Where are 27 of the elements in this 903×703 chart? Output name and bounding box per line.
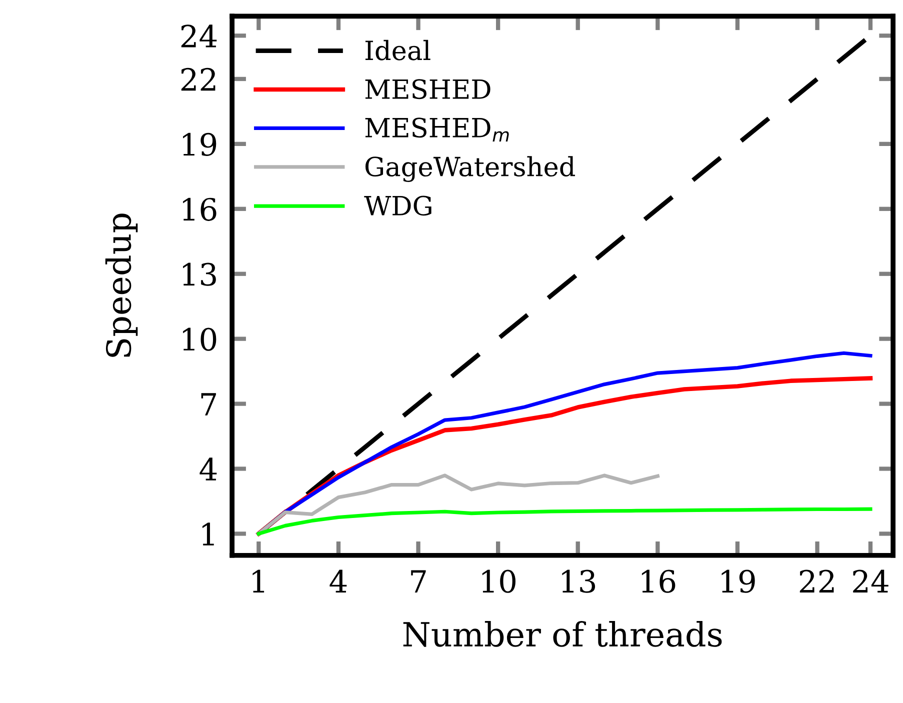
line-series — [256, 474, 660, 536]
y-tick-label: 19 — [183, 132, 216, 156]
legend-label: WDG — [364, 196, 432, 216]
y-tick-label: 4 — [200, 458, 217, 480]
legend-label: MESHED$_{m}$ — [365, 118, 509, 142]
y-tick-label: 24 — [181, 24, 217, 48]
x-tick-label: 24 — [853, 570, 888, 592]
x-tick-label: 19 — [722, 570, 755, 593]
legend-label: GageWatershed — [365, 156, 575, 182]
legend-label: MESHED — [365, 79, 490, 100]
x-tick-label: 7 — [411, 570, 426, 592]
line-series — [256, 507, 872, 536]
y-tick-label: 7 — [201, 393, 216, 416]
y-tick-label: 13 — [183, 262, 216, 286]
x-tick-label: 13 — [562, 570, 596, 593]
x-tick-label: 1 — [252, 570, 264, 592]
y-axis-title: Speedup — [105, 214, 138, 357]
x-tick-label: 16 — [642, 570, 676, 593]
y-tick-label: 10 — [183, 328, 216, 351]
x-axis-title: Number of threads — [403, 621, 722, 647]
x-tick-label: 22 — [800, 570, 834, 592]
y-tick-label: 1 — [202, 522, 214, 546]
x-tick-label: 4 — [330, 570, 347, 592]
y-tick-label: 22 — [181, 68, 216, 91]
x-tick-label: 10 — [482, 570, 516, 593]
legend-label: Ideal — [365, 40, 430, 60]
y-tick-label: 16 — [183, 198, 216, 221]
